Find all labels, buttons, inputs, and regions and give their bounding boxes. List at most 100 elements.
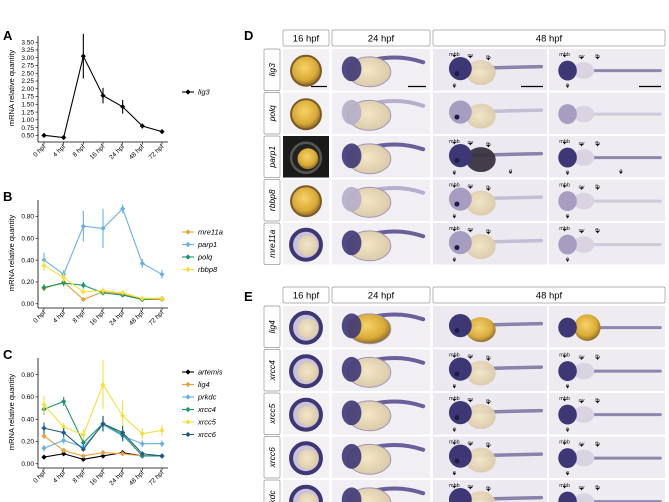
x-tick-label: 8 hpf [72, 469, 87, 484]
data-point [80, 432, 86, 438]
gene-label-box [263, 392, 281, 435]
annotation-arrow [452, 228, 457, 232]
embryo-head [448, 230, 472, 255]
x-tick-label: 16 hpf [89, 309, 107, 327]
data-point [41, 425, 47, 431]
gene-label-box [263, 479, 281, 502]
annotation-arrow [565, 215, 570, 219]
legend-marker [185, 254, 191, 260]
gene-label-box [263, 349, 281, 392]
embryo-yolk [573, 236, 595, 253]
annotation-arrow [579, 143, 584, 147]
annotation-arrow [562, 141, 567, 145]
gene-label-box [263, 48, 281, 91]
annotation-arrow [565, 85, 570, 88]
embryo-yolk [573, 493, 595, 502]
embryo-head [448, 487, 472, 502]
embryo-yolk [573, 406, 595, 423]
annotation-arrow [468, 55, 473, 59]
embryo-yolk [573, 149, 595, 166]
y-tick-label: 0.00 [21, 301, 34, 308]
gene-label-box [263, 135, 281, 178]
gene-label: polq [267, 105, 277, 122]
data-point [139, 123, 145, 129]
x-tick-label: 4 hpf [52, 309, 67, 324]
annotation-arrow [562, 185, 567, 188]
x-tick-label: 0 hpf [32, 469, 47, 484]
data-point [120, 206, 126, 212]
embryo-head [558, 404, 577, 425]
y-tick-label: 0.40 [21, 257, 34, 264]
stage-label: 16 hpf [293, 34, 320, 45]
x-tick-label: 4 hpf [52, 143, 67, 158]
annotation-arrow [468, 142, 473, 146]
annotation-arrow [452, 485, 457, 489]
legend-marker [185, 419, 191, 425]
embryo-head [341, 230, 362, 256]
data-point [41, 402, 47, 408]
y-tick-label: 1.75 [21, 94, 34, 101]
legend-label: polq [197, 253, 213, 262]
annotation-arrow [452, 259, 457, 262]
embryo-head [448, 313, 472, 338]
embryo [290, 185, 322, 218]
embryo-eye [454, 245, 460, 251]
embryo-head [341, 143, 362, 169]
y-axis-title: mRNA relative quantity [7, 374, 16, 451]
annotation-arrow [619, 171, 623, 174]
annotation-arrow [452, 442, 457, 445]
embryo-head [448, 56, 472, 81]
legend-marker [185, 431, 191, 438]
gene-label: lig3 [267, 63, 277, 77]
stage-header [331, 286, 431, 304]
embryo-head [341, 313, 362, 339]
legend-marker [185, 381, 191, 388]
annotation-arrow [595, 187, 600, 190]
y-tick-label: 3.00 [21, 55, 34, 62]
annotation-arrow [579, 230, 584, 234]
data-point [159, 295, 165, 301]
data-point [159, 271, 165, 277]
gene-label: lig4 [267, 320, 277, 334]
annotation-arrow [486, 358, 491, 361]
data-point [100, 225, 106, 232]
embryo-head [448, 444, 472, 468]
legend-label: xrcc4 [197, 405, 216, 414]
data-point [41, 445, 47, 451]
legend-label: mre11a [198, 228, 223, 237]
annotation-arrow [468, 399, 473, 403]
annotation-arrow [452, 185, 457, 188]
embryo-eye [454, 201, 460, 207]
annotation-arrow [579, 444, 584, 447]
annotation-arrow [452, 355, 457, 358]
embryo-head [341, 99, 362, 125]
x-tick-label: 4 hpf [52, 469, 67, 484]
panel-label-e: E [244, 289, 253, 304]
annotation-arrow [562, 355, 567, 358]
y-tick-label: 0.75 [21, 125, 34, 132]
embryo-yolk [297, 318, 319, 339]
annotation-arrow [508, 171, 513, 174]
x-tick-label: 72 hpf [148, 469, 166, 487]
y-tick-label: 0.00 [21, 461, 34, 468]
gene-label: xrcc5 [267, 403, 277, 425]
legend-label: lig4 [198, 380, 210, 389]
annotation-arrow [486, 488, 491, 492]
embryo-yolk [466, 190, 496, 216]
x-tick-label: 48 hpf [128, 309, 146, 327]
y-tick-label: 0.60 [21, 394, 34, 401]
panel-label-c: C [3, 347, 13, 362]
data-point [61, 398, 67, 405]
legend-marker [185, 266, 191, 273]
gene-label: parp1 [267, 146, 277, 169]
embryo-head [558, 317, 577, 338]
annotation-arrow [595, 357, 600, 360]
data-point [139, 441, 145, 447]
embryo-eye [454, 114, 460, 120]
annotation-arrow [565, 385, 570, 389]
annotation-arrow [468, 186, 473, 189]
embryo-head [341, 56, 362, 82]
embryo-yolk [297, 362, 319, 383]
data-point [61, 274, 67, 281]
